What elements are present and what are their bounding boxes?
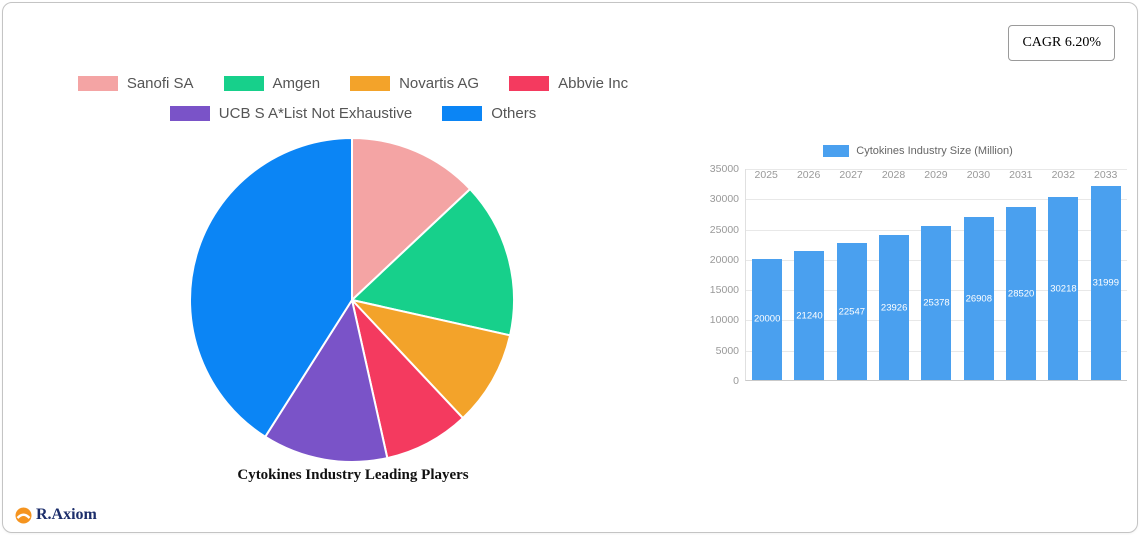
x-tick-label: 2026	[796, 169, 821, 181]
bar-2032[interactable]: 30218	[1048, 197, 1079, 380]
bar-2025[interactable]: 20000	[752, 258, 783, 380]
bar-legend-label: Cytokines Industry Size (Million)	[856, 145, 1013, 157]
x-tick-label: 2030	[966, 169, 991, 181]
pie-legend-row: UCB S A*List Not Exhaustive Others	[33, 105, 673, 122]
bar-value-label: 28520	[1007, 288, 1035, 300]
bar-2033[interactable]: 31999	[1090, 186, 1121, 380]
bar-2027[interactable]: 22547	[836, 243, 867, 380]
bar-value-label: 31999	[1092, 277, 1119, 289]
pie-slice-4[interactable]	[263, 297, 389, 463]
bar-2026[interactable]: 21240	[794, 251, 825, 380]
y-tick-label: 20000	[709, 253, 739, 266]
bar-value-label: 25378	[923, 297, 950, 309]
pie-legend-row: Sanofi SA Amgen Novartis AG Abbvie Inc	[33, 75, 673, 92]
bar-value-label: 23926	[880, 302, 908, 314]
gridline	[746, 199, 1127, 201]
bars-container: 20000 21240 22547 23926 25378 26908 28520 30218…	[746, 169, 1127, 380]
x-tick-label: 2029	[924, 169, 948, 181]
pie-legend-item[interactable]: UCB S A*List Not Exhaustive	[169, 105, 413, 122]
pie-legend-item[interactable]: Abbvie Inc	[509, 75, 628, 92]
logo: R.Axiom	[15, 506, 97, 524]
bar-value-label: 26908	[965, 293, 993, 304]
y-tick-label: 25000	[709, 223, 739, 236]
x-tick-label: 2027	[839, 169, 863, 181]
logo-icon	[15, 507, 32, 523]
pie-chart	[189, 136, 515, 463]
bar-2028[interactable]: 23926	[879, 235, 910, 380]
legend-label: Amgen	[272, 75, 321, 92]
y-axis: 0 5000 10000 15000 20000 25000 30000 35000	[701, 163, 739, 387]
y-tick-label: 10000	[709, 314, 739, 327]
cagr-badge: CAGR 6.20%	[1008, 25, 1115, 61]
bar-2030[interactable]: 26908	[963, 217, 994, 380]
y-tick-label: 5000	[715, 344, 739, 357]
pie-slice-5[interactable]	[189, 136, 353, 439]
pie-legend-item[interactable]: Others	[442, 105, 536, 122]
plot-area: 20000 21240 22547 23926 25378 26908 28520 30218…	[745, 169, 1127, 381]
legend-swatch	[223, 76, 264, 91]
bar-legend-item[interactable]: Cytokines Industry Size (Million)	[701, 145, 1135, 157]
legend-label: Others	[491, 105, 537, 122]
y-tick-label: 35000	[709, 163, 739, 175]
bar-value-label: 20000	[753, 313, 781, 325]
bar-value-label: 22547	[838, 306, 866, 318]
pie-legend-item[interactable]: Amgen	[223, 75, 321, 92]
logo-text: R.Axiom	[36, 506, 97, 523]
pie-slice-2[interactable]	[349, 298, 512, 420]
pie-legend-item[interactable]: Novartis AG	[350, 75, 479, 92]
legend-swatch	[509, 76, 550, 91]
bar-value-label: 30218	[1050, 283, 1077, 294]
legend-swatch	[350, 76, 391, 91]
bar-legend-swatch	[823, 145, 850, 157]
legend-swatch	[442, 106, 483, 121]
x-tick-label: 2033	[1094, 169, 1118, 181]
x-tick-label: 2028	[881, 169, 906, 181]
bar-2029[interactable]: 25378	[921, 226, 952, 380]
legend-label: Sanofi SA	[126, 75, 194, 92]
x-tick-label: 2032	[1051, 169, 1075, 181]
y-tick-label: 0	[733, 375, 739, 387]
x-tick-label: 2025	[754, 169, 778, 181]
y-tick-label: 15000	[709, 284, 739, 297]
pie-title: Cytokines Industry Leading Players	[237, 467, 469, 483]
pie-slice-0[interactable]	[351, 136, 472, 303]
y-tick-label: 30000	[709, 193, 739, 206]
legend-swatch	[169, 106, 210, 121]
x-axis: 2025 2026 2027 2028 2029 2030 2031 2032 2033	[745, 169, 1127, 181]
legend-label: Novartis AG	[399, 75, 480, 92]
legend-label: UCB S A*List Not Exhaustive	[218, 105, 413, 122]
pie-slice-1[interactable]	[349, 187, 515, 337]
bar-chart-area: Cytokines Industry Size (Million) 0 5000 1…	[701, 145, 1135, 387]
pie-slice-3[interactable]	[350, 296, 465, 460]
pie-legend-item[interactable]: Sanofi SA	[77, 75, 194, 92]
bar-chart: 0 5000 10000 15000 20000 25000 30000 35000 2000…	[710, 163, 1127, 387]
bar-2031[interactable]: 28520	[1006, 207, 1037, 380]
x-tick-label: 2031	[1009, 169, 1033, 181]
bar-value-label: 21240	[796, 310, 823, 322]
gridline	[746, 169, 1127, 170]
legend-swatch	[77, 76, 118, 91]
legend-label: Abbvie Inc	[558, 75, 629, 92]
pie-legend: Sanofi SA Amgen Novartis AG Abbvie Inc UCB S…	[33, 75, 673, 135]
